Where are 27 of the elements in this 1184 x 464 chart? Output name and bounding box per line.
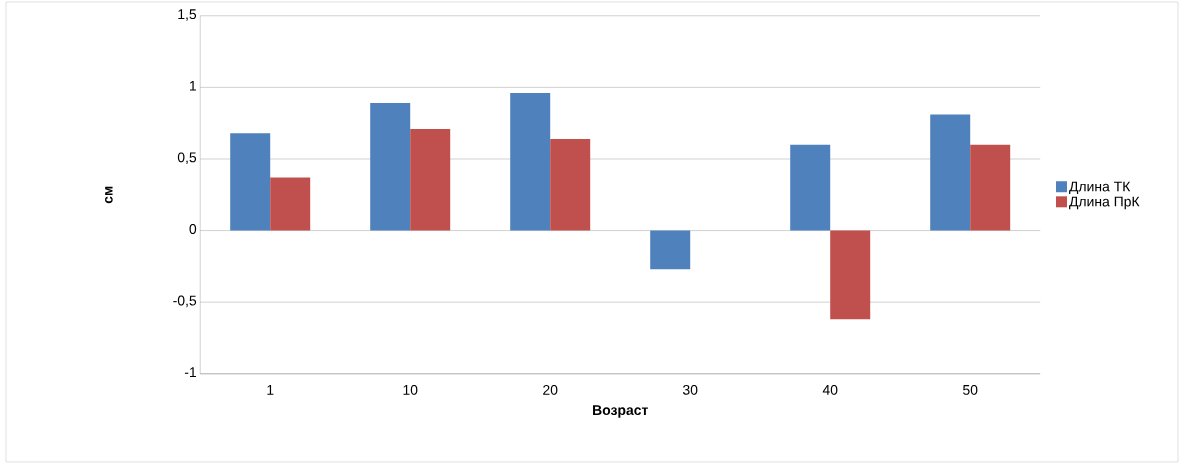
x-tick-label: 50 — [963, 384, 978, 395]
x-tick-label: 30 — [682, 384, 698, 395]
bar — [270, 177, 311, 231]
bar — [370, 103, 411, 231]
y-tick-label: 0 — [189, 224, 197, 234]
bar — [790, 144, 831, 231]
bar — [970, 144, 1011, 231]
legend-label: Длина ПрК — [1069, 196, 1140, 210]
bar — [650, 230, 691, 270]
bar — [550, 138, 591, 231]
bar — [410, 128, 451, 231]
x-tick-label: 40 — [822, 384, 838, 395]
y-axis-title: см — [105, 186, 113, 204]
bar — [230, 133, 271, 231]
x-tick-label: 1 — [267, 385, 274, 395]
bar — [830, 230, 871, 320]
y-tick-label: 1,5 — [178, 9, 197, 21]
bar — [510, 93, 551, 231]
bar — [930, 114, 971, 231]
x-axis-title: Возраст — [593, 405, 648, 418]
x-tick-label: 10 — [403, 384, 418, 395]
y-tick-label: -1 — [184, 367, 197, 377]
x-tick-label: 20 — [543, 384, 558, 395]
y-tick-label: 0,5 — [177, 152, 197, 164]
y-tick-label: -0,5 — [173, 295, 197, 308]
legend-label: Длина ТК — [1069, 181, 1131, 195]
y-tick-label: 1 — [190, 80, 197, 91]
